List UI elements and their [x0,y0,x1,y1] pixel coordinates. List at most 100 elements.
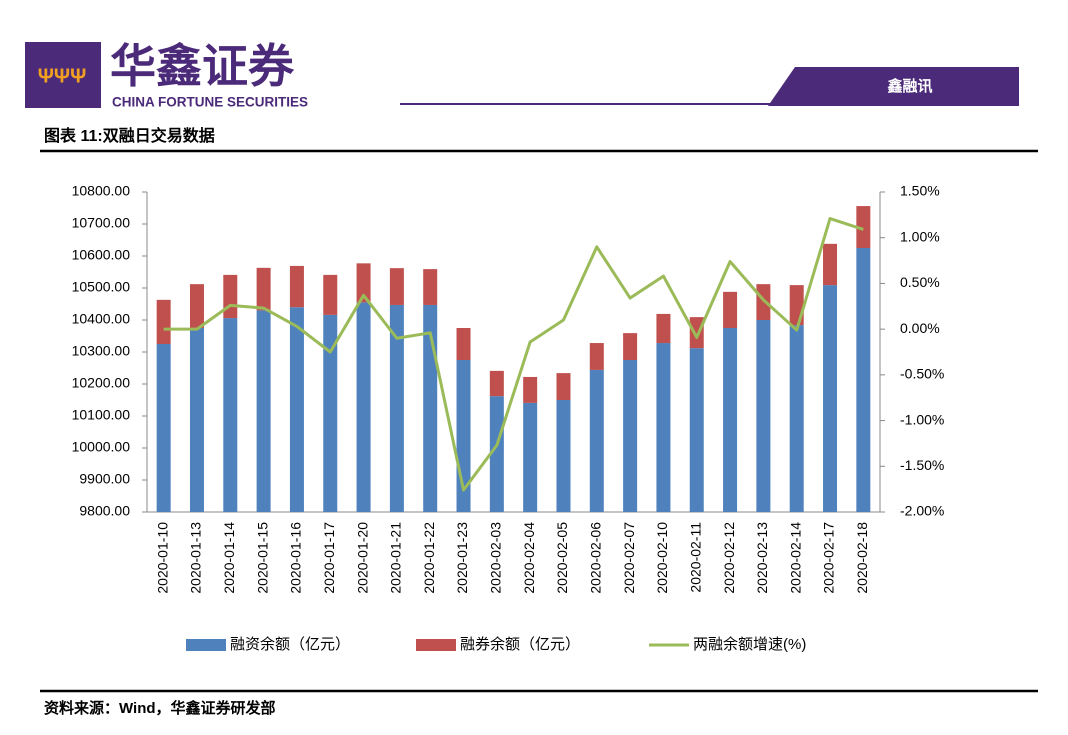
y-tick-label: 10500.00 [72,279,131,295]
bar [556,400,571,512]
bar [489,370,504,397]
y2-tick-label: -1.50% [900,457,944,473]
bar [356,263,371,303]
bar [789,325,804,512]
legend-label: 两融余额增速(%) [693,635,806,653]
legend-swatch [186,639,226,651]
banner [768,67,1019,106]
bar [156,299,171,344]
bar [456,328,471,360]
bar [223,318,238,512]
x-tick-label: 2020-02-05 [554,522,570,594]
y2-tick-label: -2.00% [900,503,944,519]
y-tick-label: 9900.00 [79,471,130,487]
bar [856,248,871,512]
x-tick-label: 2020-01-17 [321,522,337,594]
x-tick-label: 2020-01-23 [454,522,470,594]
legend-label: 融券余额（亿元） [460,635,580,653]
x-tick-label: 2020-01-16 [288,522,304,594]
x-tick-label: 2020-02-13 [754,522,770,594]
brand-english: CHINA FORTUNE SECURITIES [112,95,308,110]
logo-icon: ΨΨΨ [38,65,87,87]
x-tick-label: 2020-01-22 [421,522,437,594]
bar [489,396,504,512]
figure-title: 图表 11:双融日交易数据 [44,126,215,145]
x-tick-label: 2020-01-13 [188,522,204,594]
x-tick-label: 2020-02-12 [721,522,737,594]
bar [556,373,571,400]
logo-mark [25,42,101,108]
bar [289,307,304,512]
x-tick-label: 2020-01-20 [354,522,370,594]
bar [423,304,438,512]
y-tick-label: 10800.00 [72,183,131,199]
bar [156,344,171,512]
bar [256,310,271,512]
y2-tick-label: 1.00% [900,228,940,244]
bar [589,369,604,512]
line [163,217,864,492]
bar [756,284,771,320]
y-tick-label: 10700.00 [72,215,131,231]
bar [289,265,304,308]
y-tick-label: 10200.00 [72,375,131,391]
y-tick-label: 10600.00 [72,247,131,263]
bar [656,343,671,512]
y2-tick-label: 0.00% [900,320,940,336]
y2-tick-label: 0.50% [900,274,940,290]
x-tick-label: 2020-02-04 [521,522,537,594]
bar [389,268,404,305]
bar [323,314,338,512]
legend-label: 融资余额（亿元） [230,635,350,653]
bar [523,376,538,403]
x-tick-label: 2020-02-17 [821,522,837,594]
bar [223,274,238,319]
bar [689,348,704,512]
y2-tick-label: -1.00% [900,411,944,427]
x-tick-label: 2020-02-03 [488,522,504,594]
bar [523,402,538,512]
x-tick-label: 2020-01-21 [388,522,404,594]
banner-text: 鑫融讯 [886,77,932,95]
brand-name: 华鑫证券 [110,40,295,92]
y-tick-label: 10100.00 [72,407,131,423]
bar [689,317,704,349]
bar [389,304,404,512]
x-tick-label: 2020-02-18 [854,522,870,594]
x-tick-label: 2020-02-06 [587,522,603,594]
bar [756,320,771,512]
x-tick-label: 2020-01-15 [254,522,270,594]
y-tick-label: 10400.00 [72,311,131,327]
bar [623,333,638,360]
bar [789,285,804,326]
y2-tick-label: 1.50% [900,183,940,199]
x-tick-label: 2020-01-14 [221,522,237,594]
bar [589,343,604,370]
bar [256,267,271,311]
x-tick-label: 2020-02-11 [687,522,703,593]
bar [823,243,838,286]
x-tick-label: 2020-02-10 [654,522,670,594]
x-tick-label: 2020-02-07 [621,522,637,594]
x-tick-label: 2020-02-14 [787,522,803,594]
y2-tick-label: -0.50% [900,366,944,382]
x-tick-label: 2020-01-10 [154,522,170,594]
bar [856,206,871,248]
bar [323,274,338,315]
bar [623,360,638,512]
bar [356,302,371,512]
bar [423,269,438,305]
y-tick-label: 10300.00 [72,343,131,359]
source: 资料来源：Wind，华鑫证券研发部 [44,699,276,717]
bar [823,285,838,512]
legend-swatch [416,639,456,651]
bar [723,291,738,328]
y-tick-label: 10000.00 [72,439,131,455]
bar [189,284,204,328]
y-tick-label: 9800.00 [79,503,130,519]
bar [656,313,671,344]
bar [723,328,738,512]
bar [189,328,204,512]
